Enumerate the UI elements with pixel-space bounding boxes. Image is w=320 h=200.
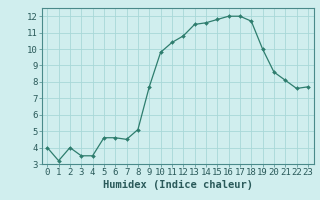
- X-axis label: Humidex (Indice chaleur): Humidex (Indice chaleur): [103, 180, 252, 190]
